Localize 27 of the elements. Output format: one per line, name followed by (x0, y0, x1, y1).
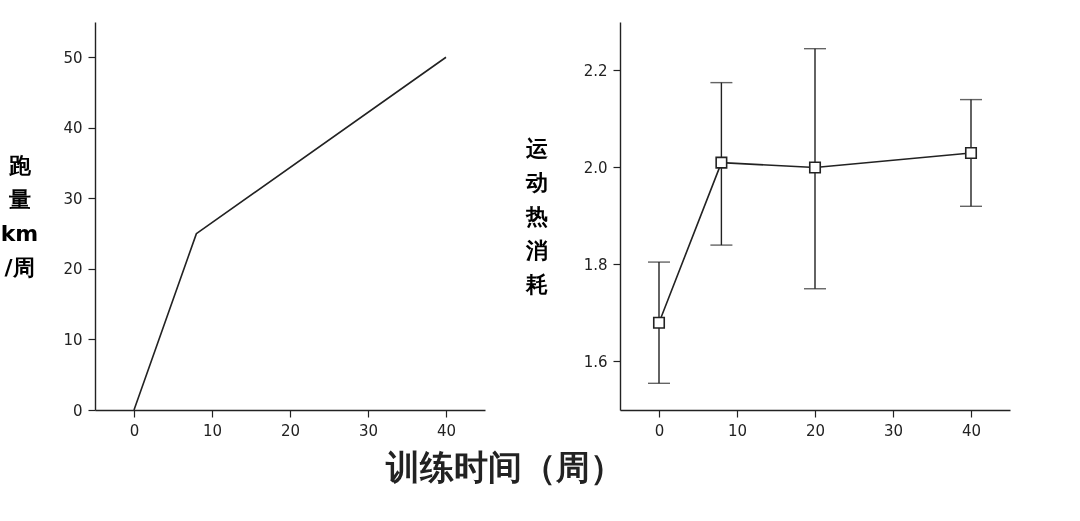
y-tick-label: 10 (63, 330, 83, 349)
x-tick-label: 30 (883, 421, 904, 440)
y-tick-label: 30 (63, 189, 83, 208)
y-tick-label: 1.6 (583, 353, 608, 371)
y-tick-label: 40 (63, 119, 83, 138)
x-tick-label: 20 (805, 421, 826, 440)
y-tick-label: 1.8 (583, 256, 608, 274)
point (808, 161, 822, 174)
point (715, 156, 728, 169)
y-tick-label: 50 (63, 48, 83, 67)
y-axis-title: 运动热消耗 (524, 135, 548, 297)
y-tick-label: 2.0 (583, 159, 608, 177)
x-tick-label: 10 (727, 421, 748, 440)
x-tick-label: 10 (202, 421, 223, 440)
x-tick-label: 0 (129, 421, 140, 440)
x-tick-label: 0 (654, 421, 665, 440)
y-tick-label: 20 (63, 260, 83, 279)
point (964, 146, 978, 159)
y-tick-label: 0 (72, 401, 83, 420)
y-axis-title: 跑量km/周 (0, 152, 39, 280)
x-tick-label: 30 (358, 421, 379, 440)
point (652, 316, 666, 329)
x-tick-label: 20 (280, 421, 301, 440)
x-tick-label: 40 (961, 421, 982, 440)
x-tick-label: 40 (436, 421, 457, 440)
y-tick-label: 2.2 (583, 62, 608, 80)
x-axis-title: 训练时间（周） (385, 447, 625, 487)
